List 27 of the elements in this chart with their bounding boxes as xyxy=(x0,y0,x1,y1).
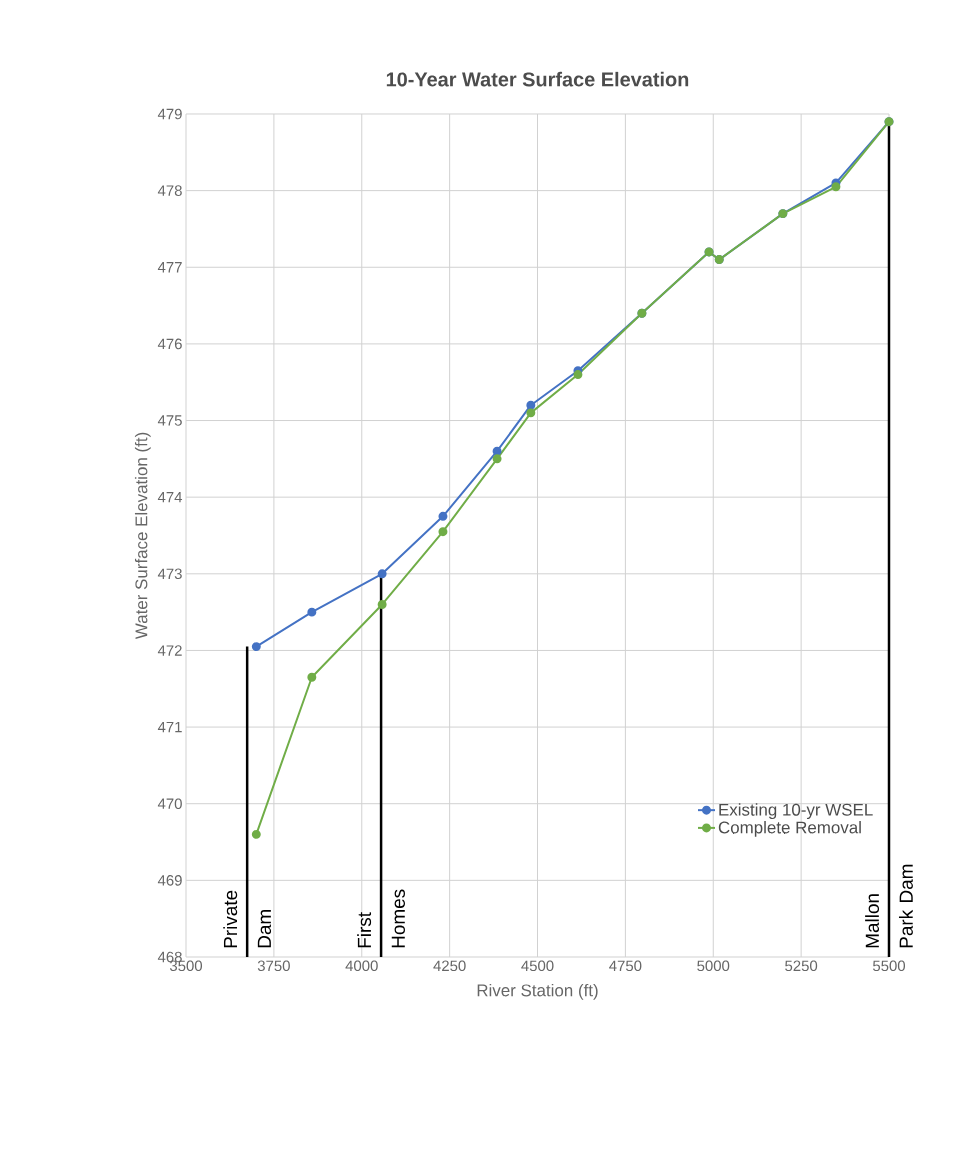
y-tick-label: 472 xyxy=(157,645,182,656)
x-tick-label: 5000 xyxy=(697,960,730,972)
y-tick-label: 473 xyxy=(157,568,182,580)
x-tick-label: 4750 xyxy=(609,960,642,972)
y-tick-label: 469 xyxy=(157,875,182,886)
y-tick-label: 476 xyxy=(157,338,182,350)
y-tick-label: 471 xyxy=(157,721,182,733)
chart-title: 10-Year Water Surface Elevation xyxy=(386,71,689,87)
x-tick-label: 3750 xyxy=(257,960,290,972)
ref-line-label: Mallon Park Dam xyxy=(865,864,913,948)
ref-line-label: First Homes xyxy=(357,889,405,948)
legend-label: Existing 10-yr WSEL xyxy=(719,803,873,820)
legend-label: Complete Removal xyxy=(718,821,861,837)
x-tick-label: 5500 xyxy=(872,960,906,972)
y-tick-label: 479 xyxy=(157,108,182,120)
y-tick-label: 474 xyxy=(157,492,183,503)
y-tick-label: 478 xyxy=(157,185,182,196)
ref-line-label: Private Dam xyxy=(223,890,272,948)
x-tick-label: 4000 xyxy=(345,960,378,972)
x-tick-label: 4250 xyxy=(433,960,466,972)
y-tick-label: 475 xyxy=(157,415,182,426)
x-axis-title: River Station (ft) xyxy=(477,983,598,1000)
x-tick-label: 4500 xyxy=(521,960,554,972)
x-tick-label: 5250 xyxy=(785,960,818,972)
y-tick-label: 470 xyxy=(157,798,182,809)
y-axis-title: Water Surface Elevation (ft) xyxy=(134,432,151,640)
y-tick-label: 477 xyxy=(157,262,182,273)
